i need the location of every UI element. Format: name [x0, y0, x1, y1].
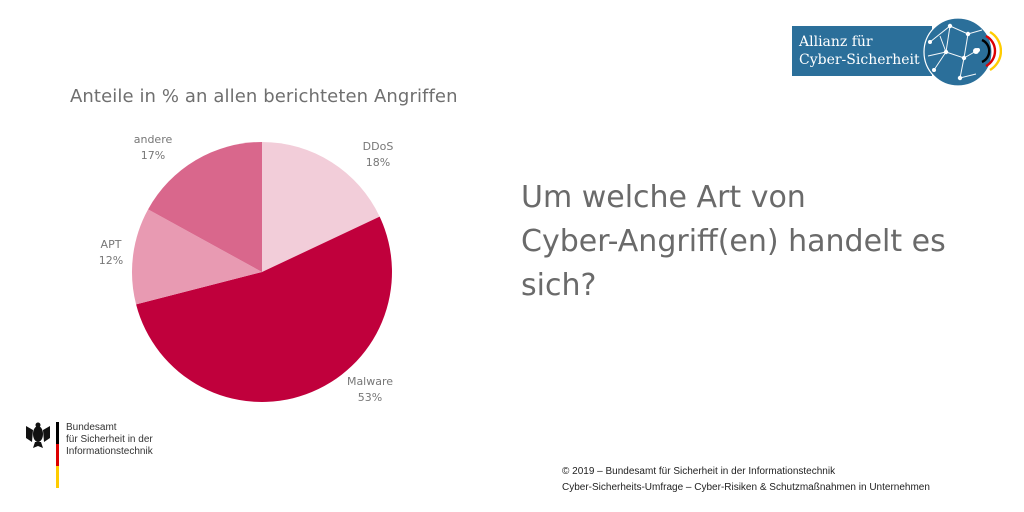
slice-label-apt: APT — [101, 238, 122, 251]
alliance-logo-line-2: Cyber-Sicherheit — [799, 52, 920, 68]
slice-value-apt: 12% — [99, 254, 123, 267]
alliance-logo: Allianz für Cyber-Sicherheit — [792, 26, 932, 76]
agency-name-line-2: für Sicherheit in der — [66, 434, 153, 445]
pie-slices — [131, 142, 392, 402]
pie-slice-ddos — [262, 142, 380, 272]
alliance-logo-line-1: Allianz für — [799, 34, 873, 50]
agency-name-line-1: Bundesamt — [66, 422, 117, 433]
pie-chart: DDoS 18% Malware 53% APT 12% andere 17% — [99, 133, 394, 404]
agency-name: Bundesamt für Sicherheit in der Informat… — [66, 422, 153, 458]
slice-label-ddos: DDoS — [363, 140, 394, 153]
chart-title: Anteile in % an allen berichteten Angrif… — [70, 86, 458, 107]
question-line-2: Cyber-Angriff(en) handelt es — [521, 224, 946, 259]
pie-slice-apt — [131, 209, 262, 305]
footer-survey-title: Cyber-Sicherheits-Umfrage – Cyber-Risike… — [562, 482, 930, 493]
slice-label-andere: andere — [134, 133, 173, 146]
slice-value-malware: 53% — [358, 391, 382, 404]
question-line-3: sich? — [521, 268, 597, 303]
pie-slice-malware — [136, 216, 392, 402]
slice-value-andere: 17% — [141, 149, 165, 162]
footer: © 2019 – Bundesamt für Sicherheit in der… — [562, 464, 930, 496]
slice-label-malware: Malware — [347, 375, 393, 388]
question-heading: Um welche Art von Cyber-Angriff(en) hand… — [521, 176, 991, 308]
question-line-1: Um welche Art von — [521, 180, 806, 215]
alliance-network-globe-icon — [923, 17, 1002, 87]
agency-name-line-3: Informationstechnik — [66, 446, 153, 457]
federal-eagle-logo-icon — [26, 422, 59, 488]
pie-labels: DDoS 18% Malware 53% APT 12% andere 17% — [99, 133, 394, 404]
slice-value-ddos: 18% — [366, 156, 390, 169]
pie-slice-andere — [148, 142, 262, 272]
footer-copyright: © 2019 – Bundesamt für Sicherheit in der… — [562, 466, 836, 477]
